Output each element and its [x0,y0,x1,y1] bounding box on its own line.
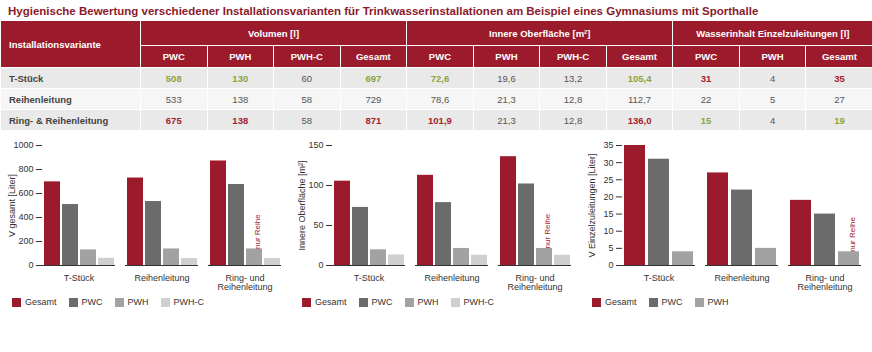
html-text:12,8: 12,8 [563,93,583,105]
html-text:Gesamt: Gesamt [355,51,391,62]
svg-text:0: 0 [318,260,323,270]
svg-text:Reihenleitung: Reihenleitung [424,273,479,283]
svg-text:35: 35 [603,140,613,150]
svg-text:Innere Oberfläche [m²]: Innere Oberfläche [m²] [297,160,307,250]
html-text:27: 27 [834,93,845,105]
html-text:PWH-C: PWH-C [556,51,590,62]
html-text:78,6: 78,6 [430,93,450,105]
svg-text:V Einzelzuleitungen [Liter]: V Einzelzuleitungen [Liter] [587,153,597,257]
svg-text:T-Stück: T-Stück [64,273,95,283]
html-text:101,9: 101,9 [428,114,452,126]
svg-text:50: 50 [313,220,323,230]
html-text:72,6: 72,6 [430,72,450,84]
svg-text:600: 600 [18,188,33,198]
html-text:PWH-C: PWH-C [463,296,494,307]
html-text:112,7: 112,7 [628,93,652,105]
html-text:Gesamt: Gesamt [25,296,57,307]
html-text:Gesamt: Gesamt [605,296,637,307]
html-text:PWH: PWH [707,296,729,307]
html-text:58: 58 [301,93,313,105]
html-text:PWC: PWC [81,296,103,307]
html-text:PWH: PWH [417,296,439,307]
html-text:675: 675 [165,114,182,126]
html-text:508: 508 [165,72,182,84]
svg-text:nur Reihe: nur Reihe [848,217,857,252]
html-text:PWC: PWC [695,51,718,62]
svg-text:5: 5 [608,243,613,253]
html-text:58: 58 [301,114,313,126]
html-text:21,3: 21,3 [497,93,516,105]
html-text:Reihenleitung: Reihenleitung [9,93,72,105]
html-text:Gesamt: Gesamt [622,51,657,62]
html-text:PWH: PWH [495,51,518,62]
html-text:729: 729 [365,93,382,105]
svg-text:T-Stück: T-Stück [354,273,385,283]
html-text:19,6: 19,6 [497,72,516,84]
svg-text:Ring- undReihenleitung: Ring- undReihenleitung [507,273,562,292]
html-text:4: 4 [770,114,776,126]
html-text:533: 533 [165,93,182,105]
svg-text:Ring- undReihenleitung: Ring- undReihenleitung [797,273,852,292]
html-text:871: 871 [365,114,382,126]
html-text:PWC: PWC [162,51,185,62]
html-text:4: 4 [770,72,776,84]
html-text:138: 138 [232,114,249,126]
html-text:PWH: PWH [761,51,784,62]
svg-text:Ring- undReihenleitung: Ring- undReihenleitung [217,273,272,292]
html-text:PWC: PWC [428,51,451,62]
svg-text:nur Reihe: nur Reihe [543,213,552,248]
svg-text:Reihenleitung: Reihenleitung [134,273,189,283]
html-text:Installationsvariante: Installationsvariante [9,38,101,50]
svg-text:150: 150 [308,140,323,150]
html-text:105,4: 105,4 [627,72,652,84]
html-text:12,8: 12,8 [563,114,583,126]
svg-text:100: 100 [308,180,323,190]
html-text:136,0: 136,0 [627,114,652,126]
html-text:PWC: PWC [371,296,393,307]
html-text:Hygienische Bewertung verschie: Hygienische Bewertung verschiedener Inst… [8,5,759,17]
html-text:15: 15 [700,114,712,126]
svg-text:20: 20 [603,192,613,202]
svg-text:10: 10 [603,226,613,236]
svg-text:15: 15 [603,209,613,219]
html-text:130: 130 [232,72,249,84]
html-text:13,2: 13,2 [563,72,583,84]
html-text:Wasserinhalt Einzelzuleitungen: Wasserinhalt Einzelzuleitungen [l] [696,27,850,39]
html-text:PWH: PWH [127,296,149,307]
html-text:19: 19 [834,114,845,126]
html-text:Innere Oberfläche [m²]: Innere Oberfläche [m²] [489,27,591,39]
html-text:Ring- & Reihenleitung: Ring- & Reihenleitung [9,114,109,126]
svg-text:T-Stück: T-Stück [644,273,675,283]
html-text:5: 5 [770,93,776,105]
html-text:PWH-C: PWH-C [290,51,323,62]
svg-text:Reihenleitung: Reihenleitung [714,273,769,283]
html-text:35: 35 [834,72,845,84]
html-text:Volumen [l]: Volumen [l] [248,27,300,39]
html-text:PWH: PWH [229,51,252,62]
svg-text:0: 0 [28,260,33,270]
html-text:Gesamt: Gesamt [822,51,857,62]
html-text:138: 138 [232,93,249,105]
html-text:697: 697 [365,72,382,84]
html-text:22: 22 [700,93,712,105]
html-text:PWH-C: PWH-C [173,296,204,307]
html-text:PWC: PWC [661,296,683,307]
svg-text:0: 0 [608,260,613,270]
svg-text:800: 800 [18,164,33,174]
svg-text:400: 400 [18,212,33,222]
html-text:31: 31 [700,72,712,84]
html-text:21,3: 21,3 [497,114,516,126]
html-text:60: 60 [301,72,313,84]
svg-text:V gesamt [Liter]: V gesamt [Liter] [7,174,17,237]
svg-text:25: 25 [603,175,613,185]
svg-text:30: 30 [603,158,613,168]
html-text:T-Stück: T-Stück [9,72,44,84]
html-text:Gesamt: Gesamt [315,296,347,307]
svg-text:200: 200 [18,236,33,246]
svg-text:1000: 1000 [13,140,33,150]
svg-text:nur Reihe: nur Reihe [253,214,262,249]
